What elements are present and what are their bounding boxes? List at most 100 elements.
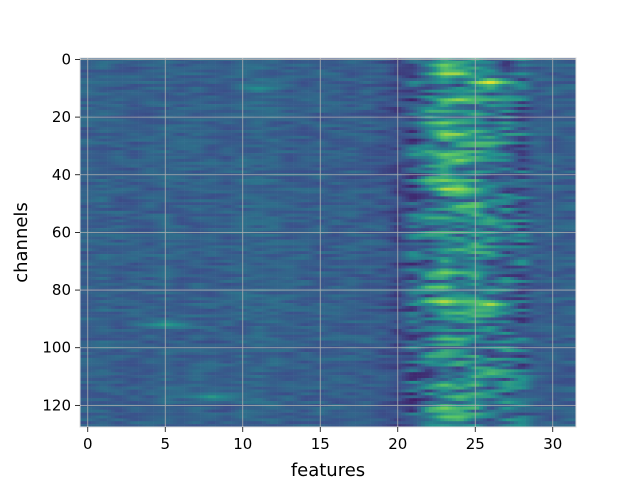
heatmap-cell: [541, 156, 546, 160]
heatmap-cell: [533, 95, 538, 99]
heatmap-cell: [510, 153, 515, 157]
heatmap-cell: [235, 86, 240, 91]
heatmap-cell: [424, 130, 430, 134]
heatmap-cell: [266, 161, 271, 165]
heatmap-cell: [262, 81, 267, 85]
heatmap-cell: [289, 121, 294, 125]
heatmap-cell: [293, 156, 298, 160]
heatmap-cell: [204, 164, 209, 168]
heatmap-cell: [409, 92, 414, 96]
heatmap-cell: [382, 72, 387, 76]
heatmap-cell: [304, 121, 309, 125]
heatmap-cell: [250, 101, 255, 105]
heatmap-cell: [355, 141, 360, 145]
heatmap-cell: [165, 63, 170, 67]
heatmap-cell: [161, 153, 166, 157]
heatmap-cell: [436, 132, 441, 137]
heatmap-cell: [254, 60, 259, 65]
heatmap-cell: [320, 130, 325, 134]
heatmap-cell: [324, 167, 329, 171]
heatmap-cell: [281, 156, 286, 160]
heatmap-cell: [246, 63, 251, 67]
heatmap-cell: [262, 144, 267, 148]
heatmap-cell: [107, 121, 112, 125]
heatmap-cell: [409, 153, 414, 157]
heatmap-cell: [351, 144, 356, 148]
heatmap-cell: [533, 118, 538, 122]
heatmap-cell: [374, 150, 379, 154]
heatmap-cell: [231, 112, 236, 116]
heatmap-cell: [475, 98, 480, 102]
heatmap-cell: [382, 63, 387, 67]
heatmap-cell: [347, 109, 352, 114]
heatmap-cell: [273, 135, 278, 140]
heatmap-cell: [471, 101, 476, 105]
heatmap-cell: [87, 98, 92, 102]
heatmap-cell: [529, 63, 534, 67]
heatmap-cell: [486, 60, 492, 65]
heatmap-cell: [510, 83, 515, 88]
heatmap-cell: [289, 83, 294, 88]
heatmap-cell: [126, 121, 131, 125]
heatmap-cell: [494, 72, 499, 76]
heatmap-cell: [300, 153, 306, 157]
heatmap-cell: [169, 135, 174, 140]
heatmap-cell: [390, 132, 395, 137]
heatmap-cell: [452, 78, 457, 82]
heatmap-cell: [541, 138, 546, 142]
heatmap-cell: [145, 69, 151, 73]
heatmap-cell: [196, 144, 201, 148]
heatmap-cell: [111, 109, 116, 114]
heatmap-cell: [204, 69, 209, 73]
heatmap-cell: [401, 135, 406, 140]
heatmap-cell: [99, 132, 104, 137]
heatmap-cell: [463, 60, 468, 65]
heatmap-cell: [176, 150, 182, 154]
heatmap-cell: [192, 144, 197, 148]
heatmap-cell: [219, 112, 224, 116]
heatmap-cell: [397, 89, 402, 93]
heatmap-cell: [304, 153, 309, 157]
heatmap-cell: [347, 107, 352, 111]
heatmap-cell: [204, 95, 209, 99]
heatmap-cell: [207, 141, 213, 145]
heatmap-cell: [417, 86, 422, 91]
heatmap-cell: [324, 138, 329, 142]
heatmap-cell: [304, 124, 309, 128]
heatmap-cell: [541, 101, 546, 105]
heatmap-cell: [541, 150, 546, 154]
heatmap-cell: [471, 112, 476, 116]
heatmap-cell: [498, 127, 503, 131]
heatmap-cell: [316, 104, 321, 108]
heatmap-cell: [405, 161, 410, 165]
heatmap-cell: [118, 89, 123, 93]
heatmap-cell: [510, 130, 515, 134]
heatmap-cell: [184, 118, 189, 122]
heatmap-cell: [362, 164, 368, 168]
heatmap-cell: [242, 89, 247, 93]
heatmap-cell: [452, 167, 457, 171]
heatmap-cell: [448, 158, 453, 163]
heatmap-cell: [483, 138, 488, 142]
heatmap-cell: [537, 118, 542, 122]
heatmap-cell: [138, 158, 143, 163]
heatmap-cell: [366, 138, 371, 142]
heatmap-cell: [223, 130, 228, 134]
heatmap-cell: [180, 75, 185, 79]
heatmap-cell: [428, 75, 433, 79]
heatmap-cell: [424, 109, 430, 114]
heatmap-cell: [157, 135, 162, 140]
heatmap-cell: [180, 86, 185, 91]
heatmap-cell: [548, 144, 554, 148]
heatmap-cell: [390, 69, 395, 73]
heatmap-cell: [405, 124, 410, 128]
heatmap-cell: [87, 75, 92, 79]
heatmap-cell: [211, 101, 216, 105]
heatmap-cell: [545, 92, 550, 96]
heatmap-cell: [440, 141, 445, 145]
heatmap-cell: [238, 109, 244, 114]
heatmap-cell: [324, 164, 329, 168]
heatmap-cell: [254, 72, 259, 76]
heatmap-cell: [219, 107, 224, 111]
heatmap-cell: [250, 121, 255, 125]
